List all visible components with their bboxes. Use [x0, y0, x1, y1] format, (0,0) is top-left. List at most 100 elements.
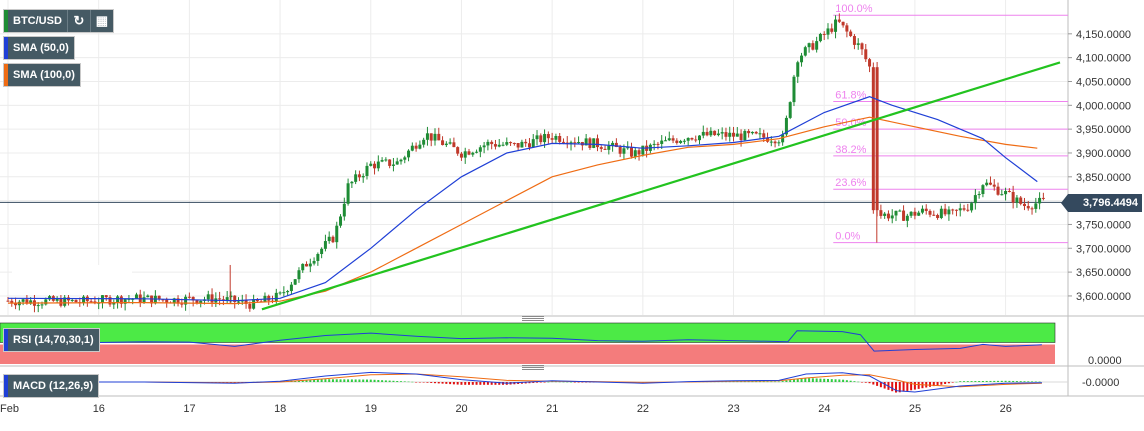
candle-body — [796, 62, 800, 77]
macd-histogram-bar — [456, 382, 459, 385]
macd-histogram-bar — [743, 381, 746, 383]
macd-histogram-bar — [985, 380, 988, 382]
macd-histogram-bar — [777, 381, 780, 383]
macd-swatch — [4, 375, 8, 397]
macd-histogram-bar — [849, 380, 852, 382]
candle-body — [724, 132, 728, 137]
candle-body — [407, 150, 411, 158]
candle-body — [490, 141, 494, 145]
candle-body — [981, 185, 985, 195]
macd-histogram-bar — [785, 380, 788, 382]
candle-body — [509, 142, 513, 144]
candle-body — [301, 263, 305, 271]
candle-body — [82, 296, 86, 303]
candle-body — [739, 133, 743, 141]
candle-body — [807, 43, 811, 48]
macd-histogram-bar — [528, 382, 531, 384]
candle-body — [754, 131, 758, 134]
candle-body — [561, 141, 565, 143]
macd-histogram-bar — [1038, 381, 1041, 383]
candle-body — [180, 303, 184, 305]
x-tick-label: 23 — [728, 403, 740, 415]
macd-histogram-bar — [373, 379, 376, 382]
candle-body — [788, 102, 792, 118]
candle-body — [966, 209, 970, 211]
candle-body — [172, 298, 176, 304]
macd-histogram-bar — [460, 382, 463, 385]
macd-histogram-bar — [388, 380, 391, 382]
macd-histogram-bar — [758, 381, 761, 383]
candle-body — [14, 303, 18, 306]
macd-histogram-bar — [981, 381, 984, 382]
candle-body — [452, 142, 456, 148]
sma100-legend[interactable]: SMA (100,0) — [3, 63, 81, 87]
candle-body — [758, 133, 762, 135]
candle-body — [849, 31, 853, 37]
candle-body — [614, 142, 618, 148]
candle-body — [985, 182, 989, 186]
macd-legend[interactable]: MACD (12,26,9) — [3, 374, 100, 398]
macd-histogram-bar — [1027, 381, 1030, 382]
candle-body — [36, 305, 40, 307]
candle-body — [1004, 190, 1008, 195]
refresh-icon[interactable]: ↻ — [66, 10, 90, 32]
candle-body — [588, 138, 592, 148]
macd-histogram-bar — [464, 382, 467, 385]
candle-body — [592, 138, 596, 148]
macd-histogram-bar — [229, 382, 232, 383]
candle-body — [913, 211, 917, 216]
sma50-legend[interactable]: SMA (50,0) — [3, 36, 75, 60]
candle-body — [803, 47, 807, 56]
candle-body — [380, 160, 384, 162]
macd-histogram-bar — [297, 380, 300, 382]
rsi-label: RSI (14,70,30,1) — [8, 329, 99, 351]
macd-histogram-bar — [857, 381, 860, 383]
candle-body — [954, 209, 958, 211]
candle-body — [10, 300, 14, 304]
candle-body — [875, 67, 879, 211]
macd-histogram-bar — [347, 379, 350, 382]
candle-body — [112, 302, 116, 305]
macd-histogram-bar — [883, 382, 886, 389]
pane-resize-handle[interactable] — [522, 364, 544, 370]
price-tick-label: 3,950.0000 — [1076, 124, 1131, 136]
macd-histogram-bar — [570, 381, 573, 383]
macd-histogram-bar — [365, 379, 368, 382]
macd-histogram-bar — [781, 381, 784, 382]
candle-body — [977, 194, 981, 196]
calendar-icon[interactable]: ▦ — [89, 10, 113, 32]
macd-histogram-bar — [494, 382, 497, 385]
candle-body — [958, 208, 962, 211]
candle-body — [667, 138, 671, 141]
candle-body — [1041, 197, 1045, 199]
macd-histogram-bar — [792, 379, 795, 382]
macd-histogram-bar — [403, 381, 406, 382]
candle-body — [478, 147, 482, 152]
candle-body — [267, 295, 271, 301]
candle-body — [153, 295, 157, 304]
rsi-legend[interactable]: RSI (14,70,30,1) — [3, 328, 100, 352]
candle-body — [671, 138, 675, 141]
candle-body — [845, 25, 849, 32]
macd-histogram-bar — [358, 379, 361, 382]
macd-histogram-bar — [910, 382, 913, 391]
macd-histogram-bar — [770, 381, 773, 383]
price-tick-label: 4,050.0000 — [1076, 76, 1131, 88]
candle-body — [218, 298, 222, 300]
candle-body — [962, 208, 966, 210]
candle-body — [599, 147, 603, 149]
pane-resize-handle[interactable] — [522, 315, 544, 321]
candle-body — [497, 144, 501, 147]
candle-body — [629, 147, 633, 157]
candle-body — [305, 263, 309, 267]
candle-body — [860, 43, 864, 50]
candle-body — [48, 296, 52, 300]
candle-body — [947, 209, 951, 215]
candle-body — [384, 159, 388, 161]
pair-legend[interactable]: BTC/USD ↻ ▦ — [3, 9, 114, 33]
macd-histogram-bar — [328, 379, 331, 382]
macd-histogram-bar — [551, 381, 554, 383]
pair-swatch — [4, 10, 8, 32]
